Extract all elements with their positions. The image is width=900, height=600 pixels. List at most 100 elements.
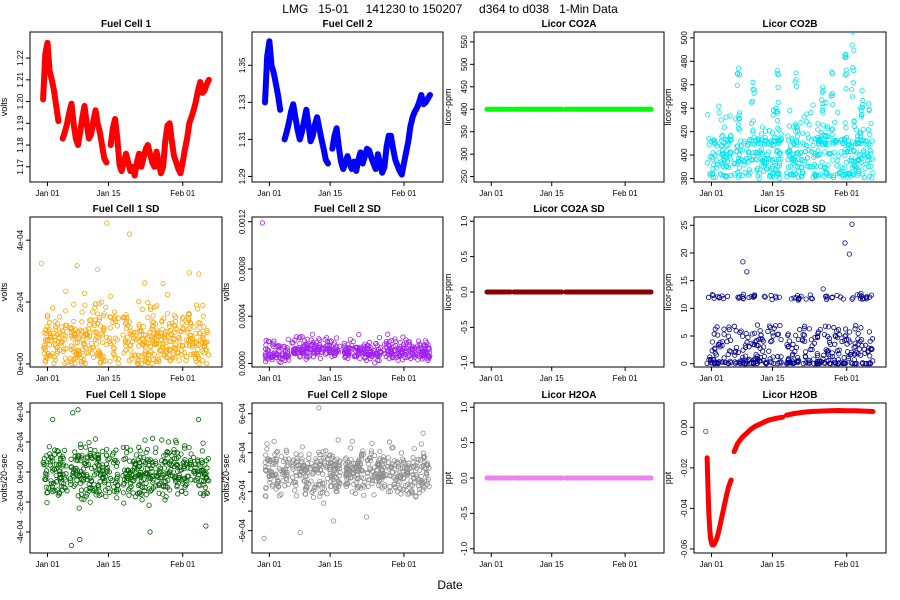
y-tick-label: 1.17: [16, 158, 25, 174]
data-point: [152, 449, 159, 456]
data-point: [850, 65, 856, 71]
data-point: [869, 138, 875, 144]
data-point: [120, 490, 127, 496]
data-point: [313, 485, 319, 491]
data-point: [159, 326, 165, 332]
data-point: [93, 329, 99, 335]
data-point: [714, 162, 720, 168]
data-point: [123, 455, 129, 461]
data-point: [67, 478, 74, 484]
data-point: [162, 335, 168, 341]
data-point: [870, 170, 876, 176]
data-point: [365, 483, 371, 490]
data-point: [426, 345, 432, 351]
data-point: [397, 472, 404, 479]
y-tick-label: 1.29: [238, 168, 247, 184]
data-point: [799, 130, 806, 136]
data-point: [154, 337, 160, 343]
data-point: [297, 473, 303, 479]
data-point: [839, 338, 845, 345]
data-point: [107, 325, 113, 331]
data-point: [304, 349, 310, 355]
y-tick-label: 2e-04: [16, 291, 25, 312]
data-point: [120, 473, 126, 479]
data-point: [306, 455, 312, 461]
data-point: [43, 453, 49, 459]
data-point: [728, 150, 734, 156]
data-point: [397, 479, 403, 485]
y-axis-label: ppt: [663, 471, 673, 484]
data-point: [321, 500, 327, 506]
data-point: [144, 446, 150, 453]
data-point: [309, 331, 316, 337]
data-point: [721, 326, 727, 332]
data-point: [793, 77, 799, 83]
data-point: [49, 305, 56, 311]
data-point: [319, 480, 326, 486]
data-point: [183, 357, 189, 364]
data-point: [843, 54, 849, 60]
data-point: [776, 294, 782, 300]
x-tick-label: Feb 01: [170, 189, 195, 198]
data-point: [379, 467, 385, 473]
data-point: [709, 339, 715, 345]
panel-6: Licor CO2A SD licor-ppm -1.0 -0.5 0.0 0.5 1.0 J…: [443, 204, 665, 383]
y-tick-label: 1.33: [238, 94, 247, 110]
data-point: [138, 466, 144, 472]
data-point: [84, 472, 90, 478]
data-point: [409, 343, 415, 349]
data-point: [313, 482, 319, 488]
data-point: [44, 468, 50, 474]
data-point: [111, 316, 118, 322]
y-tick-label: 450: [460, 80, 469, 94]
data-point: [719, 339, 725, 345]
data-point: [845, 138, 851, 144]
data-point: [345, 469, 351, 475]
y-tick-label: 400: [680, 148, 689, 162]
data-point: [81, 340, 87, 346]
data-point: [167, 347, 173, 354]
data-point: [130, 490, 136, 496]
data-point: [824, 170, 830, 176]
data-point: [52, 319, 58, 325]
data-point: [332, 467, 338, 473]
data-point: [737, 127, 743, 133]
data-point: [367, 339, 373, 345]
data-point: [721, 124, 727, 130]
data-point: [91, 354, 97, 360]
data-point: [815, 334, 821, 340]
data-point: [317, 481, 323, 487]
data-point: [271, 338, 277, 344]
data-point: [775, 99, 781, 106]
data-point: [131, 475, 137, 481]
data-point: [868, 346, 874, 353]
data-point: [204, 490, 211, 496]
data-point: [378, 483, 384, 489]
data-point: [785, 137, 792, 143]
data-point: [734, 82, 740, 88]
data-point: [73, 470, 79, 476]
data-point: [282, 483, 288, 489]
data-point: [80, 466, 87, 472]
data-point: [188, 465, 194, 471]
data-point: [731, 323, 737, 329]
data-point: [774, 108, 781, 114]
data-point: [739, 357, 745, 363]
data-point: [822, 323, 828, 329]
data-point: [832, 341, 838, 347]
data-point: [799, 336, 805, 343]
data-point: [396, 353, 403, 359]
data-point: [769, 173, 775, 180]
data-point: [98, 352, 104, 359]
data-point: [725, 360, 731, 366]
data-point: [351, 465, 357, 472]
data-point: [775, 353, 781, 360]
data-point: [136, 323, 142, 329]
data-point: [727, 337, 734, 343]
data-point: [56, 461, 62, 468]
data-point: [859, 337, 865, 343]
data-point: [156, 490, 162, 496]
x-tick-label: Jan 15: [540, 374, 565, 383]
data-point: [796, 295, 802, 301]
y-axis-label: ppt: [443, 471, 453, 484]
